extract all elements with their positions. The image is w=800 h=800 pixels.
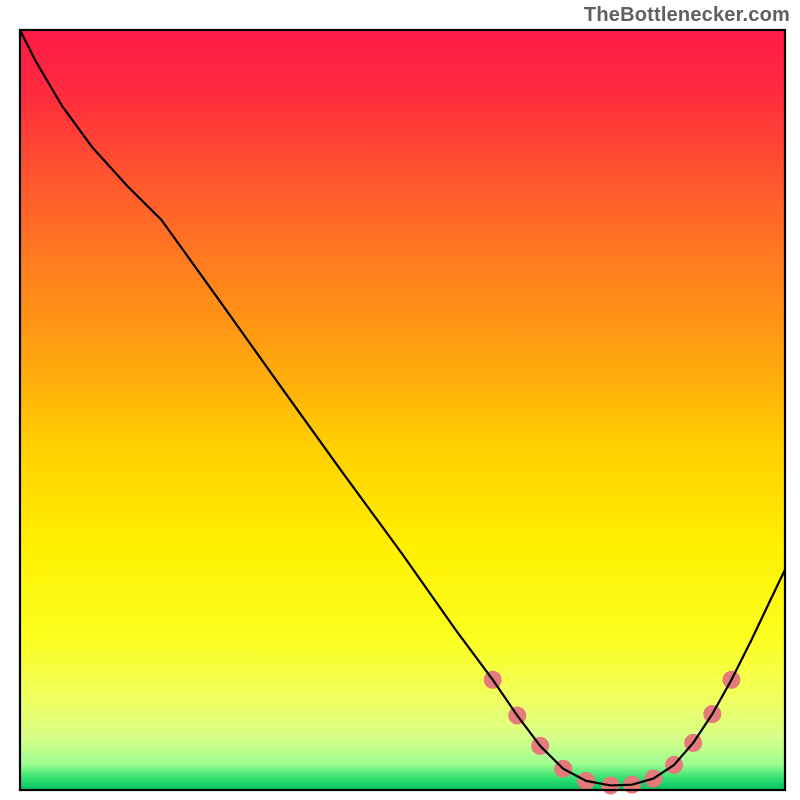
watermark-text: TheBottlenecker.com — [584, 4, 790, 27]
gradient-background — [20, 30, 785, 790]
chart-frame: TheBottlenecker.com — [0, 0, 800, 800]
gradient-line-chart — [0, 0, 800, 800]
